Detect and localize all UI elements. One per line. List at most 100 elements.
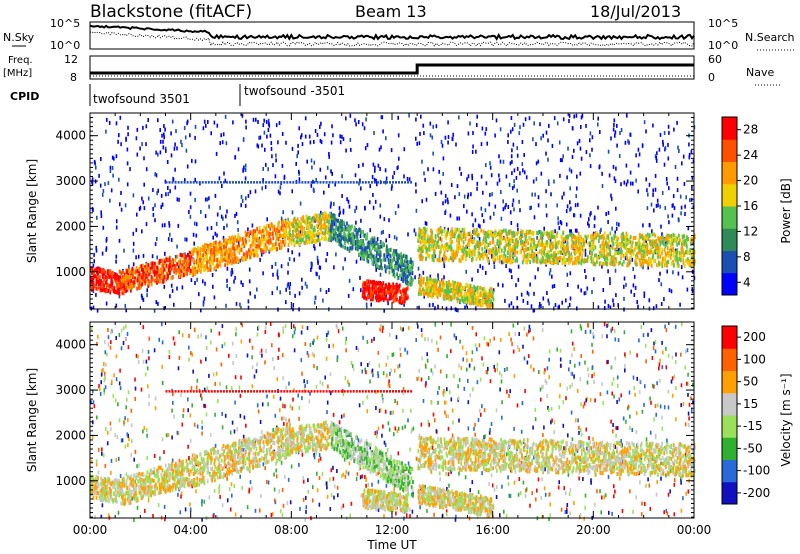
- scatter-pixel: [306, 159, 308, 164]
- scatter-pixel: [646, 188, 648, 193]
- echo-pixel: [329, 215, 331, 220]
- echo-pixel: [229, 240, 232, 245]
- echo-pixel: [576, 246, 578, 251]
- echo-pixel: [188, 265, 190, 270]
- echo-pixel: [380, 244, 382, 249]
- scatter-pixel: [312, 187, 315, 192]
- echo-pixel: [389, 262, 392, 267]
- echo-pixel: [373, 259, 376, 264]
- echo-pixel: [335, 237, 338, 242]
- echo-pixel: [600, 248, 603, 253]
- echo-pixel: [554, 235, 557, 240]
- scatter-pixel: [272, 272, 274, 277]
- echo-pixel: [293, 240, 296, 245]
- scatter-pixel: [558, 140, 561, 145]
- scatter-pixel: [100, 214, 103, 218]
- echo-pixel: [587, 241, 590, 246]
- scatter-pixel: [515, 283, 517, 288]
- echo-pixel: [509, 229, 512, 234]
- echo-pixel: [533, 237, 535, 242]
- echo-pixel: [603, 242, 606, 247]
- scatter-pixel: [174, 185, 177, 190]
- echo-pixel: [395, 249, 397, 254]
- echo-pixel: [289, 236, 292, 241]
- scatter-pixel: [339, 210, 341, 215]
- scatter-pixel: [118, 177, 120, 182]
- echo-pixel: [506, 231, 509, 236]
- scatter-pixel: [526, 300, 529, 305]
- scatter-pixel: [522, 122, 525, 127]
- echo-pixel: [206, 260, 208, 265]
- echo-pixel: [680, 246, 683, 251]
- scatter-pixel: [586, 286, 589, 291]
- scatter-pixel: [577, 284, 579, 289]
- echo-pixel: [492, 253, 495, 258]
- scatter-pixel: [248, 267, 251, 272]
- echo-pixel: [563, 253, 565, 258]
- scatter-pixel: [609, 277, 611, 282]
- echo-pixel: [397, 253, 399, 258]
- echo-pixel: [140, 264, 143, 269]
- scatter-pixel: [500, 216, 503, 221]
- scatter-pixel: [274, 262, 277, 266]
- echo-pixel: [180, 268, 183, 273]
- echo-pixel: [683, 240, 686, 245]
- scatter-pixel: [677, 145, 679, 150]
- echo-pixel: [301, 232, 303, 237]
- scatter-pixel: [274, 174, 277, 179]
- scatter-pixel: [421, 159, 423, 164]
- scatter-pixel: [128, 264, 130, 269]
- beam-label: Beam 13: [355, 2, 427, 21]
- scatter-pixel: [267, 118, 270, 123]
- scatter-pixel: [668, 186, 670, 191]
- echo-pixel: [148, 271, 150, 276]
- echo-pixel: [210, 263, 213, 268]
- echo-pixel: [117, 290, 119, 295]
- scatter-pixel: [223, 171, 225, 176]
- echo-pixel: [657, 250, 659, 254]
- scatter-pixel: [571, 155, 574, 159]
- scatter-pixel: [314, 246, 316, 251]
- echo-pixel: [161, 273, 164, 278]
- echo-pixel: [180, 264, 182, 269]
- scatter-pixel: [510, 269, 512, 274]
- scatter-pixel: [328, 152, 330, 156]
- scatter-pixel: [93, 159, 96, 164]
- echo-pixel: [141, 268, 144, 272]
- echo-pixel: [409, 257, 412, 262]
- echo-pixel: [607, 236, 610, 241]
- scatter-pixel: [247, 305, 250, 310]
- echo-pixel: [492, 232, 495, 237]
- echo-pixel: [103, 287, 106, 292]
- echo-pixel: [526, 229, 529, 234]
- echo-pixel: [563, 251, 566, 255]
- echo-pixel: [361, 246, 364, 251]
- echo-pixel: [390, 262, 393, 267]
- scatter-pixel: [298, 252, 301, 257]
- scatter-pixel: [214, 193, 217, 198]
- echo-pixel: [367, 259, 370, 264]
- echo-pixel: [661, 263, 664, 268]
- scatter-pixel: [570, 169, 573, 174]
- echo-pixel: [590, 255, 593, 260]
- scatter-pixel: [169, 294, 171, 299]
- echo-pixel: [340, 236, 343, 241]
- echo-pixel: [332, 231, 335, 236]
- echo-pixel: [664, 251, 667, 256]
- echo-pixel: [640, 253, 643, 258]
- echo-pixel: [392, 272, 395, 277]
- echo-pixel: [452, 250, 455, 255]
- echo-pixel: [526, 238, 528, 243]
- scatter-pixel: [194, 197, 196, 202]
- echo-pixel: [313, 226, 316, 231]
- scatter-pixel: [145, 167, 148, 172]
- echo-pixel: [257, 230, 260, 235]
- echo-pixel: [660, 251, 663, 256]
- scatter-pixel: [393, 170, 396, 175]
- echo-pixel: [331, 229, 334, 234]
- scatter-pixel: [691, 175, 694, 180]
- scatter-pixel: [524, 117, 527, 122]
- echo-pixel: [609, 231, 612, 236]
- echo-pixel: [131, 266, 134, 271]
- echo-pixel: [632, 236, 635, 240]
